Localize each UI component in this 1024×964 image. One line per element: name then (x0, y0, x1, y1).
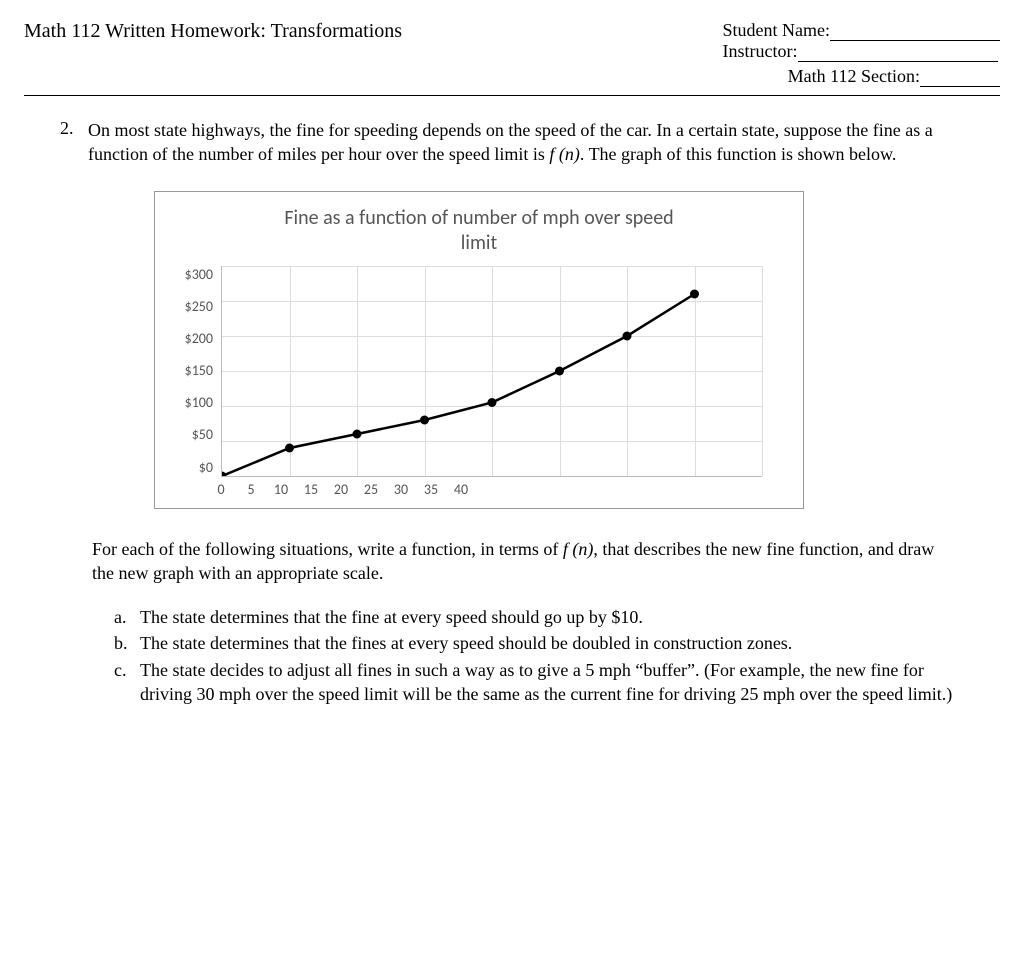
sub-a: a. The state determines that the fine at… (114, 605, 956, 629)
x-axis-labels: 0 5 10 15 20 25 30 35 40 (221, 481, 785, 498)
question-fn: f (n) (549, 144, 580, 164)
x-tick: 40 (431, 481, 491, 498)
question-text-b: . The graph of this function is shown be… (580, 144, 896, 164)
chart-container: Fine as a function of number of mph over… (154, 191, 804, 509)
sub-a-letter: a. (114, 605, 140, 629)
header: Math 112 Written Homework: Transformatio… (24, 20, 1000, 87)
y-tick: $50 (173, 426, 213, 443)
sub-c-letter: c. (114, 658, 140, 707)
sub-b-text: The state determines that the fines at e… (140, 631, 792, 655)
student-name-label: Student Name: (723, 20, 830, 40)
chart-title-line2: limit (461, 231, 497, 255)
section-field: Math 112 Section: (723, 66, 1000, 87)
student-name-blank (830, 20, 1000, 41)
section-label: Math 112 Section: (788, 66, 920, 86)
instructor-blank (798, 41, 998, 62)
header-fields: Student Name: Instructor: Math 112 Secti… (723, 20, 1000, 87)
y-tick: $250 (173, 298, 213, 315)
sub-b: b. The state determines that the fines a… (114, 631, 956, 655)
sub-c: c. The state decides to adjust all fines… (114, 658, 956, 707)
instructor-field: Instructor: (723, 41, 1000, 62)
y-tick: $150 (173, 362, 213, 379)
chart-title-line1: Fine as a function of number of mph over… (284, 206, 673, 230)
chart-frame: Fine as a function of number of mph over… (154, 191, 804, 509)
y-tick: $100 (173, 394, 213, 411)
instructor-label: Instructor: (723, 41, 798, 61)
question-number: 2. (60, 118, 88, 167)
section-blank (920, 66, 1000, 87)
sub-question-list: a. The state determines that the fine at… (114, 605, 956, 706)
y-axis-labels: $300 $250 $200 $150 $100 $50 $0 (173, 266, 221, 476)
followup-text-a: For each of the following situations, wr… (92, 539, 563, 559)
question-2: 2. On most state highways, the fine for … (60, 118, 980, 167)
chart-title: Fine as a function of number of mph over… (173, 206, 785, 256)
student-name-field: Student Name: (723, 20, 1000, 41)
y-tick: $200 (173, 330, 213, 347)
sub-b-letter: b. (114, 631, 140, 655)
y-tick: $300 (173, 266, 213, 283)
doc-title: Math 112 Written Homework: Transformatio… (24, 20, 402, 43)
question-body: On most state highways, the fine for spe… (88, 118, 980, 167)
sub-c-text: The state decides to adjust all fines in… (140, 658, 956, 707)
plot-wrap: $300 $250 $200 $150 $100 $50 $0 (173, 266, 785, 477)
plot-area (221, 266, 762, 477)
followup-fn: f (n) (563, 539, 594, 559)
followup-text: For each of the following situations, wr… (92, 537, 960, 586)
header-divider (24, 95, 1000, 96)
y-tick: $0 (173, 459, 213, 476)
sub-a-text: The state determines that the fine at ev… (140, 605, 643, 629)
